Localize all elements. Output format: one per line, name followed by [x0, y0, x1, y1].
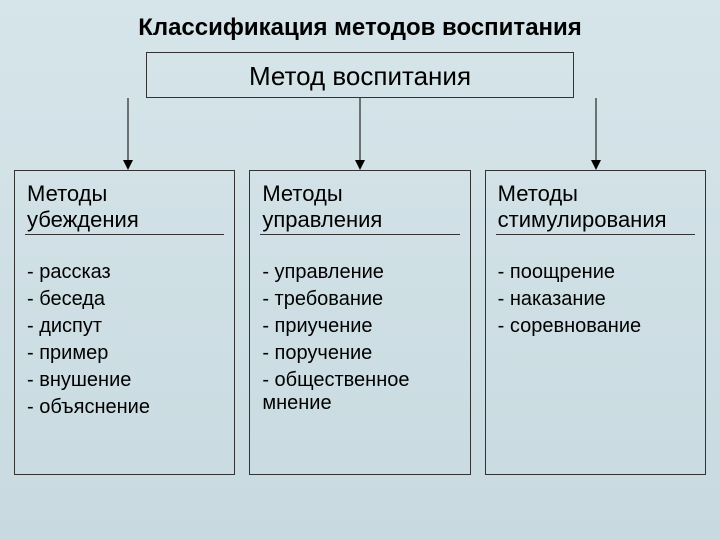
column-body: - управление - требование - приучение - пор…: [249, 245, 470, 475]
list-item: - объяснение: [27, 396, 222, 419]
list-item: - приучение: [262, 315, 457, 338]
list-item: - поощрение: [498, 261, 693, 284]
list-item: - пример: [27, 342, 222, 365]
list-item: - соревнование: [498, 315, 693, 338]
list-item: - наказание: [498, 288, 693, 311]
list-item: - общественное мнение: [262, 369, 457, 415]
column-body: - поощрение - наказание - соревнование: [485, 245, 706, 475]
list-item: - управление: [262, 261, 457, 284]
column-1: Методы управления - управление - требовани…: [249, 170, 470, 475]
list-item: - поручение: [262, 342, 457, 365]
column-header: Методы стимулирования: [485, 170, 706, 245]
list-item: - требование: [262, 288, 457, 311]
list-item: - беседа: [27, 288, 222, 311]
root-node: Метод воспитания: [146, 52, 574, 98]
column-header: Методы управления: [249, 170, 470, 245]
list-item: - внушение: [27, 369, 222, 392]
column-body: - рассказ - беседа - диспут - пример - внуше…: [14, 245, 235, 475]
column-2: Методы стимулирования - поощрение - наказа…: [485, 170, 706, 475]
column-0: Методы убеждения - рассказ - беседа - диспу…: [14, 170, 235, 475]
column-header: Методы убеждения: [14, 170, 235, 245]
columns-container: Методы убеждения - рассказ - беседа - диспу…: [0, 170, 720, 475]
list-item: - диспут: [27, 315, 222, 338]
list-item: - рассказ: [27, 261, 222, 284]
page-title: Классификация методов воспитания: [0, 0, 720, 50]
root-label: Метод воспитания: [249, 61, 471, 91]
